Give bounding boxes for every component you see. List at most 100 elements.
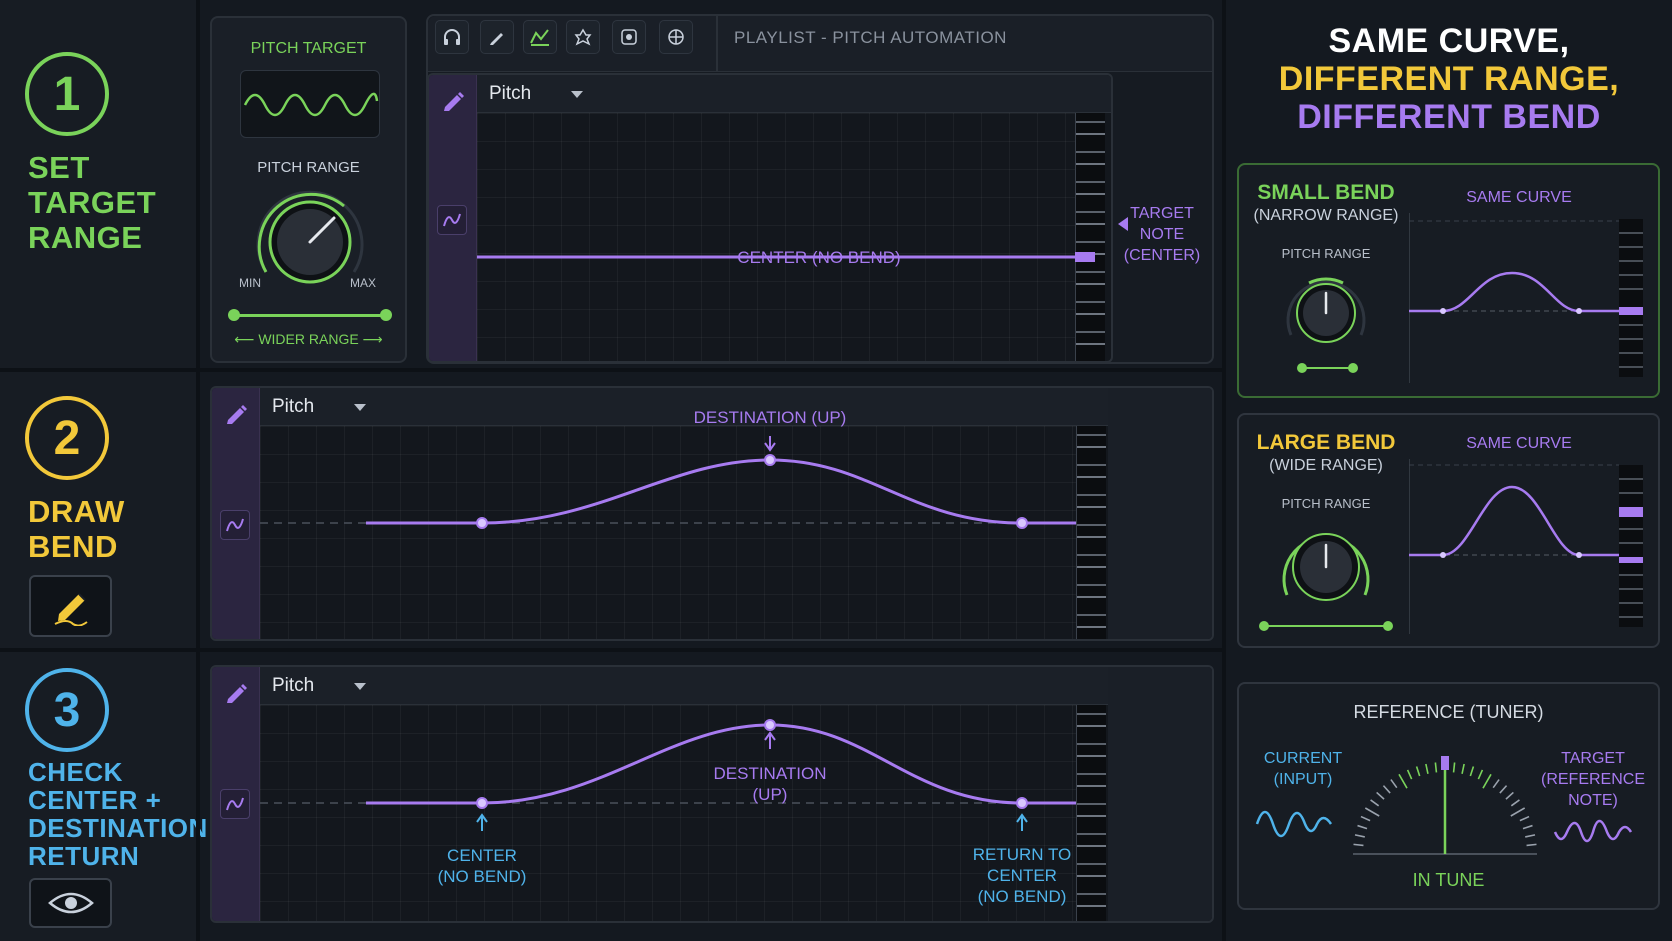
range-slider-track[interactable] xyxy=(234,314,386,317)
target-note-line: (CENTER) xyxy=(1123,247,1201,264)
center-line: CENTER xyxy=(447,846,517,865)
curve-point-destination[interactable] xyxy=(764,719,776,731)
slider-handle[interactable] xyxy=(1348,363,1358,373)
automation-curve-flat[interactable] xyxy=(477,113,1113,363)
curve-icon xyxy=(443,213,461,227)
current-line: CURRENT xyxy=(1263,750,1343,767)
snap-button[interactable] xyxy=(659,20,693,54)
arrow-up-icon xyxy=(476,813,488,831)
right-header-line: DIFFERENT BEND xyxy=(1297,98,1601,136)
target-note-label: TARGET NOTE (CENTER) xyxy=(1122,203,1202,266)
step-3-title-line: CHECK xyxy=(28,757,123,787)
column-divider xyxy=(196,0,200,941)
slider-handle[interactable] xyxy=(1383,621,1393,631)
large-range-knob[interactable] xyxy=(1275,515,1377,623)
destination-line: DESTINATION xyxy=(713,764,827,783)
pencil-tool-button[interactable] xyxy=(480,20,514,54)
record-button[interactable] xyxy=(612,20,646,54)
range-slider-handle-right[interactable] xyxy=(380,309,392,321)
view-button[interactable] xyxy=(29,878,112,928)
automation-curve-bend[interactable] xyxy=(260,705,1076,923)
tuner-tick xyxy=(1477,769,1484,780)
pencil-icon[interactable] xyxy=(224,400,248,424)
step-3-title-line: RETURN xyxy=(28,841,140,871)
automation-tool-button[interactable] xyxy=(523,20,557,54)
current-line: (INPUT) xyxy=(1273,771,1333,788)
automation-grid[interactable] xyxy=(477,113,1075,361)
reference-wave-icon xyxy=(1553,819,1633,843)
automation-grid[interactable] xyxy=(260,426,1076,639)
automation-curve-bend[interactable] xyxy=(260,426,1076,641)
large-range-slider-track[interactable] xyxy=(1264,625,1388,627)
automation-clip-button[interactable] xyxy=(220,789,250,819)
step-1-section xyxy=(0,0,196,368)
return-to-center-label: RETURN TO CENTER (NO BEND) xyxy=(930,844,1114,907)
wider-range-text: WIDER RANGE xyxy=(258,331,359,347)
curve-point-destination[interactable] xyxy=(764,454,776,466)
step-3-title-line: CENTER + xyxy=(28,785,162,815)
tuner-tick xyxy=(1376,791,1385,800)
column-divider xyxy=(1222,0,1226,941)
tuner-tick xyxy=(1519,815,1530,822)
knob-min-label: MIN xyxy=(239,276,261,290)
slider-handle[interactable] xyxy=(1297,363,1307,373)
lane-header[interactable]: Pitch xyxy=(477,75,595,113)
step-1-title-line: RANGE xyxy=(28,220,143,255)
destination-up-label: DESTINATION (UP) xyxy=(670,763,870,805)
curve-icon xyxy=(226,518,244,532)
tuner-tick xyxy=(1492,779,1500,789)
snap-icon xyxy=(668,29,684,45)
center-line: (NO BEND) xyxy=(437,867,527,886)
right-header: SAME CURVE, DIFFERENT RANGE, DIFFERENT B… xyxy=(1226,22,1672,136)
step-1-title-line: TARGET xyxy=(28,185,157,220)
tuner-tick xyxy=(1357,824,1368,830)
chevron-down-icon xyxy=(354,404,366,411)
tuner-tick xyxy=(1370,799,1380,807)
tuner-tick xyxy=(1526,843,1537,847)
waveform-display xyxy=(240,70,380,138)
tuner-meter xyxy=(1353,756,1537,855)
curve-point-return[interactable] xyxy=(1016,517,1028,529)
large-bend-range-label: PITCH RANGE xyxy=(1281,496,1371,511)
lane-header[interactable]: Pitch xyxy=(260,667,378,705)
current-input-label: CURRENT (INPUT) xyxy=(1253,748,1353,790)
pencil-icon xyxy=(54,593,88,626)
pencil-icon[interactable] xyxy=(224,679,248,703)
step-2-number: 2 xyxy=(25,396,109,480)
step-1-title-line: SET xyxy=(28,150,90,185)
tuner-tick xyxy=(1499,785,1508,794)
step-2-title-line: BEND xyxy=(28,529,118,564)
range-slider-handle-left[interactable] xyxy=(228,309,240,321)
pitch-range-knob[interactable] xyxy=(248,180,372,290)
automation-clip-button[interactable] xyxy=(437,205,467,235)
curve-point-center[interactable] xyxy=(476,517,488,529)
small-bend-graph xyxy=(1409,213,1643,383)
tuner-tick xyxy=(1398,773,1408,789)
pitch-target-title: PITCH TARGET xyxy=(250,40,367,57)
center-no-bend-label: CENTER (NO BEND) xyxy=(390,845,574,887)
step-3-number: 3 xyxy=(25,668,109,752)
headphones-button[interactable] xyxy=(435,20,469,54)
curve-point-center[interactable] xyxy=(476,797,488,809)
tuner-tick xyxy=(1406,769,1413,780)
curve-point-return[interactable] xyxy=(1016,797,1028,809)
small-bend-subtitle: (NARROW RANGE) xyxy=(1253,207,1399,224)
automation-clip-button[interactable] xyxy=(220,510,250,540)
slider-handle[interactable] xyxy=(1259,621,1269,631)
large-bend-graph xyxy=(1409,459,1643,634)
pitch-lane-1: Pitch CENTER (NO BEND) xyxy=(427,73,1113,363)
plugin-button[interactable] xyxy=(566,20,600,54)
automation-grid[interactable] xyxy=(260,705,1076,921)
small-range-slider-track[interactable] xyxy=(1301,367,1353,369)
return-line: (NO BEND) xyxy=(977,887,1067,906)
center-no-bend-label: CENTER (NO BEND) xyxy=(737,248,901,267)
return-line: RETURN TO xyxy=(972,845,1072,864)
pencil-icon[interactable] xyxy=(441,87,465,111)
headphones-icon xyxy=(444,29,460,45)
pitch-target-panel: PITCH TARGET PITCH RANGE MIN MAX ⟵ WIDER… xyxy=(210,16,407,363)
small-range-knob[interactable] xyxy=(1279,265,1373,365)
draw-tool-button[interactable] xyxy=(29,575,112,637)
pencil-icon xyxy=(490,33,503,45)
tuner-tick xyxy=(1522,824,1533,830)
lane-header[interactable]: Pitch xyxy=(260,388,378,426)
